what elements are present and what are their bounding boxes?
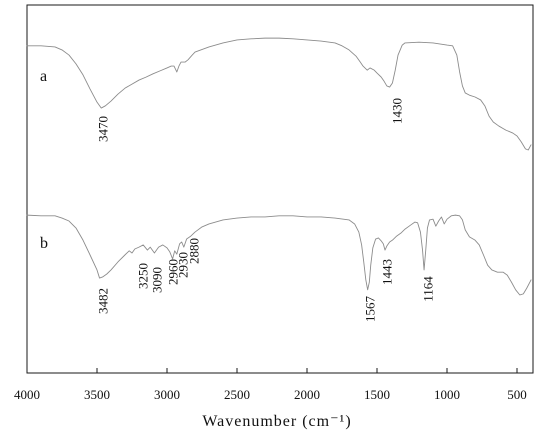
- peak-label-b-2880: 2880: [187, 238, 202, 264]
- x-axis-label: Wavenumber (cm⁻¹): [202, 413, 351, 430]
- peak-label-b-2930: 2930: [176, 252, 191, 278]
- peak-label-b-1443: 1443: [380, 259, 395, 285]
- spectrum-line-a: [26, 37, 532, 151]
- x-tick-label-2500: 2500: [224, 387, 250, 402]
- x-tick-label-3500: 3500: [84, 387, 110, 402]
- plot-frame: [26, 4, 534, 374]
- peak-label-b-3250: 3250: [136, 263, 151, 289]
- x-axis: 4000 3500 3000 2500 2000 1500 1000 500: [14, 368, 527, 402]
- series-label-b: b: [40, 235, 48, 252]
- x-tick-label-1000: 1000: [434, 387, 460, 402]
- peak-label-b-1164: 1164: [421, 276, 436, 302]
- peak-label-a-3470: 3470: [96, 116, 111, 142]
- x-tick-label-500: 500: [507, 387, 527, 402]
- spectrum-curves: [26, 37, 532, 296]
- peak-label-b-3090: 3090: [150, 267, 165, 293]
- peak-label-b-1567: 1567: [363, 296, 378, 323]
- x-tick-label-2000: 2000: [294, 387, 320, 402]
- peak-label-a-1430: 1430: [390, 98, 405, 124]
- x-tick-label-1500: 1500: [364, 387, 390, 402]
- peak-label-b-3482: 3482: [96, 288, 111, 314]
- series-label-a: a: [40, 68, 47, 85]
- peak-label-b-2960: 2960: [166, 259, 181, 285]
- x-tick-label-3000: 3000: [154, 387, 180, 402]
- spectrum-line-b: [26, 214, 532, 296]
- x-tick-label-4000: 4000: [14, 387, 40, 402]
